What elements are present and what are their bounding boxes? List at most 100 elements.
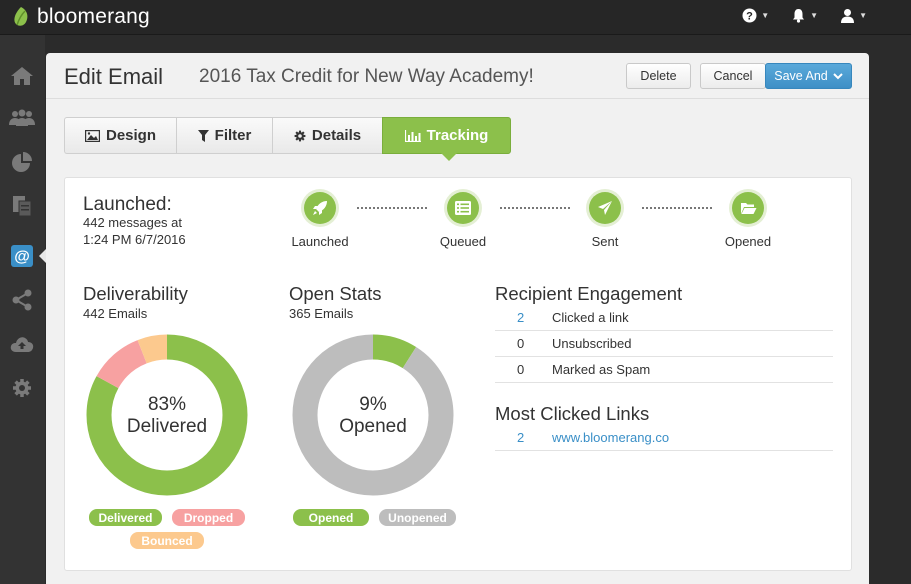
app-name: bloomerang — [37, 5, 150, 28]
tab-label: Filter — [214, 127, 252, 144]
sidebar: @ — [0, 35, 46, 584]
tab-tracking[interactable]: Tracking — [382, 117, 511, 161]
svg-text:@: @ — [14, 249, 30, 266]
step-label: Opened — [724, 234, 772, 249]
top-bar: bloomerang ? ▼ ▼ ▼ — [0, 0, 911, 35]
tab-label: Design — [105, 127, 156, 144]
sidebar-item-share[interactable] — [9, 287, 35, 313]
legend-opened: Opened — [293, 509, 369, 526]
open-stats-count: 365 Emails — [289, 306, 354, 321]
engagement-row: 0 Unsubscribed — [495, 331, 833, 357]
link-click-count[interactable]: 2 — [517, 430, 525, 445]
tab-details[interactable]: Details — [272, 117, 382, 154]
spam-count: 0 — [517, 362, 525, 377]
page-header: Edit Email 2016 Tax Credit for New Way A… — [46, 53, 869, 99]
tracking-card: Launched: 442 messages at 1:24 PM 6/7/20… — [64, 177, 852, 571]
tab-label: Details — [311, 127, 362, 144]
rocket-icon — [313, 201, 327, 215]
notifications-menu[interactable]: ▼ — [791, 8, 818, 23]
help-menu[interactable]: ? ▼ — [742, 8, 769, 23]
engagement-label: Clicked a link — [552, 310, 629, 325]
engagement-title: Recipient Engagement — [495, 283, 683, 304]
documents-icon — [13, 196, 32, 217]
sidebar-item-settings[interactable] — [9, 375, 35, 401]
help-icon: ? — [742, 8, 757, 23]
open-stats-percent: 9% — [359, 394, 387, 415]
deliverability-title: Deliverability — [83, 283, 188, 304]
step-launched-badge — [304, 192, 336, 224]
legend-bounced: Bounced — [130, 532, 204, 549]
main-panel: Edit Email 2016 Tax Credit for New Way A… — [46, 53, 869, 584]
open-stats-title: Open Stats — [289, 283, 382, 304]
gear-icon — [13, 379, 31, 397]
tab-label: Tracking — [426, 127, 489, 144]
gear-icon — [294, 130, 306, 141]
list-icon — [455, 201, 471, 215]
step-opened-badge — [732, 192, 764, 224]
deliverability-bounced-segment — [86, 334, 248, 496]
chevron-down-icon: ▼ — [761, 11, 770, 20]
step-sent: Sent — [565, 192, 645, 249]
sidebar-item-constituents[interactable] — [9, 105, 35, 131]
sidebar-item-home[interactable] — [9, 63, 35, 89]
legend-delivered: Delivered — [89, 509, 162, 526]
user-menu[interactable]: ▼ — [840, 8, 867, 23]
user-icon — [841, 9, 855, 23]
email-name: 2016 Tax Credit for New Way Academy! — [199, 66, 534, 87]
bell-icon — [793, 9, 805, 23]
step-label: Queued — [439, 234, 487, 249]
leaf-logo-icon — [14, 7, 28, 26]
pie-chart-icon — [12, 152, 32, 172]
link-row: 2 www.bloomerang.co — [495, 425, 833, 451]
editor-tabs: Design Filter Details Tracking — [64, 117, 511, 161]
step-connector — [500, 207, 570, 209]
page-title: Edit Email — [64, 64, 164, 89]
cancel-button[interactable]: Cancel — [700, 63, 766, 89]
deliverability-label: Delivered — [126, 416, 208, 437]
share-icon — [12, 289, 32, 311]
save-and-button[interactable]: Save And — [765, 63, 852, 89]
launch-count: 442 messages at — [83, 215, 183, 230]
legend-unopened: Unopened — [379, 509, 456, 526]
engagement-row: 2 Clicked a link — [495, 305, 833, 331]
open-stats-unopened-segment — [292, 334, 454, 496]
legend-dropped: Dropped — [172, 509, 245, 526]
step-connector — [357, 207, 427, 209]
step-queued: Queued — [423, 192, 503, 249]
open-stats-center: 9% Opened — [312, 394, 434, 438]
chevron-down-icon: ▼ — [859, 11, 867, 20]
sidebar-item-email[interactable]: @ — [9, 243, 46, 269]
paper-plane-icon — [598, 201, 612, 215]
tab-filter[interactable]: Filter — [176, 117, 272, 154]
launch-status-title: Launched: — [83, 194, 172, 215]
cloud-upload-icon — [10, 337, 34, 352]
clicked-count-link[interactable]: 2 — [517, 310, 525, 325]
sidebar-item-documents[interactable] — [9, 193, 35, 219]
deliverability-count: 442 Emails — [83, 306, 148, 321]
home-icon — [11, 67, 33, 85]
folder-open-icon — [740, 203, 756, 214]
sidebar-item-cloud[interactable] — [9, 331, 35, 357]
people-icon — [9, 109, 35, 126]
deliverability-center: 83% Delivered — [106, 394, 228, 438]
unsubscribed-count: 0 — [517, 336, 525, 351]
engagement-label: Unsubscribed — [552, 336, 632, 351]
logo[interactable]: bloomerang — [12, 5, 150, 29]
open-stats-donut — [292, 334, 454, 496]
delete-button[interactable]: Delete — [626, 63, 691, 89]
step-opened: Opened — [708, 192, 788, 249]
step-launched: Launched — [280, 192, 360, 249]
deliverability-donut — [86, 334, 248, 496]
svg-text:?: ? — [746, 11, 753, 23]
save-and-label: Save And — [774, 69, 828, 83]
sidebar-item-reports[interactable] — [9, 149, 35, 175]
funnel-icon — [197, 129, 209, 142]
chevron-down-icon — [833, 72, 843, 79]
step-queued-badge — [447, 192, 479, 224]
deliverability-percent: 83% — [147, 394, 187, 415]
engagement-label: Marked as Spam — [552, 362, 651, 377]
chevron-down-icon: ▼ — [810, 11, 819, 20]
open-stats-label: Opened — [339, 416, 407, 437]
tab-design[interactable]: Design — [64, 117, 176, 154]
link-url[interactable]: www.bloomerang.co — [552, 430, 670, 445]
